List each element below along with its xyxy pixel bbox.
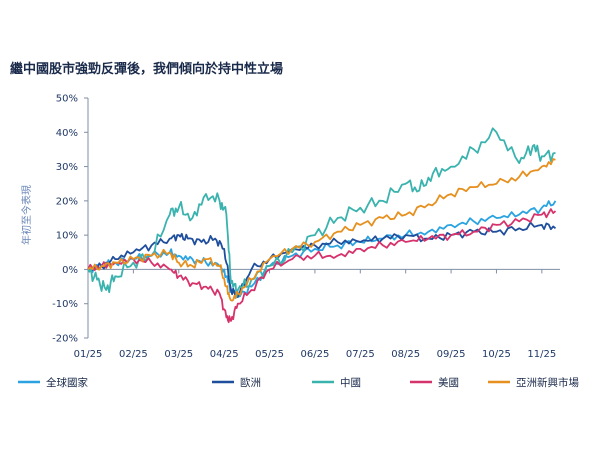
x-tick-label: 09/25 bbox=[437, 349, 466, 360]
chart-title: 繼中國股市強勁反彈後，我們傾向於持中性立場 bbox=[10, 62, 284, 77]
legend-label: 中國 bbox=[340, 376, 361, 389]
x-tick-label: 10/25 bbox=[482, 349, 511, 360]
x-tick-label: 04/25 bbox=[210, 349, 239, 360]
x-axis: 01/25 02/25 03/25 04/25 05/25 06/25 07/25 08/25… bbox=[74, 268, 560, 360]
series-line-0 bbox=[87, 200, 557, 299]
y-axis: -20% -10% 0% 10% 20% 30% 40% 50% bbox=[52, 94, 89, 345]
y-tick-label: 20% bbox=[56, 196, 78, 207]
series-line-1 bbox=[87, 221, 557, 298]
x-tick-label: 06/25 bbox=[301, 349, 330, 360]
y-tick-label: 40% bbox=[56, 128, 78, 139]
series-lines bbox=[87, 127, 557, 324]
y-tick-label: 10% bbox=[56, 231, 78, 242]
x-tick-label: 08/25 bbox=[391, 349, 420, 360]
legend-label: 歐洲 bbox=[240, 376, 261, 389]
series-line-4 bbox=[87, 158, 556, 302]
legend-label: 美國 bbox=[438, 376, 459, 389]
y-tick-label: 0% bbox=[62, 265, 78, 276]
legend: 全球國家 歐洲 中國 美國 亞洲新興市場 bbox=[18, 376, 579, 389]
legend-label: 亞洲新興市場 bbox=[516, 376, 579, 389]
y-tick-label: -10% bbox=[52, 299, 78, 310]
y-tick-label: 30% bbox=[56, 162, 78, 173]
x-tick-label: 05/25 bbox=[255, 349, 284, 360]
x-tick-label: 01/25 bbox=[74, 349, 103, 360]
legend-label: 全球國家 bbox=[46, 376, 88, 389]
series-line-3 bbox=[87, 208, 557, 324]
y-tick-label: 50% bbox=[56, 94, 78, 105]
x-tick-label: 07/25 bbox=[346, 349, 375, 360]
series-line-2 bbox=[87, 127, 556, 298]
y-tick-label: -20% bbox=[52, 334, 78, 345]
x-tick-label: 03/25 bbox=[164, 349, 193, 360]
y-axis-label: 年初至今表現 bbox=[20, 185, 33, 245]
x-tick-label: 02/25 bbox=[119, 349, 148, 360]
x-tick-label: 11/25 bbox=[527, 349, 556, 360]
